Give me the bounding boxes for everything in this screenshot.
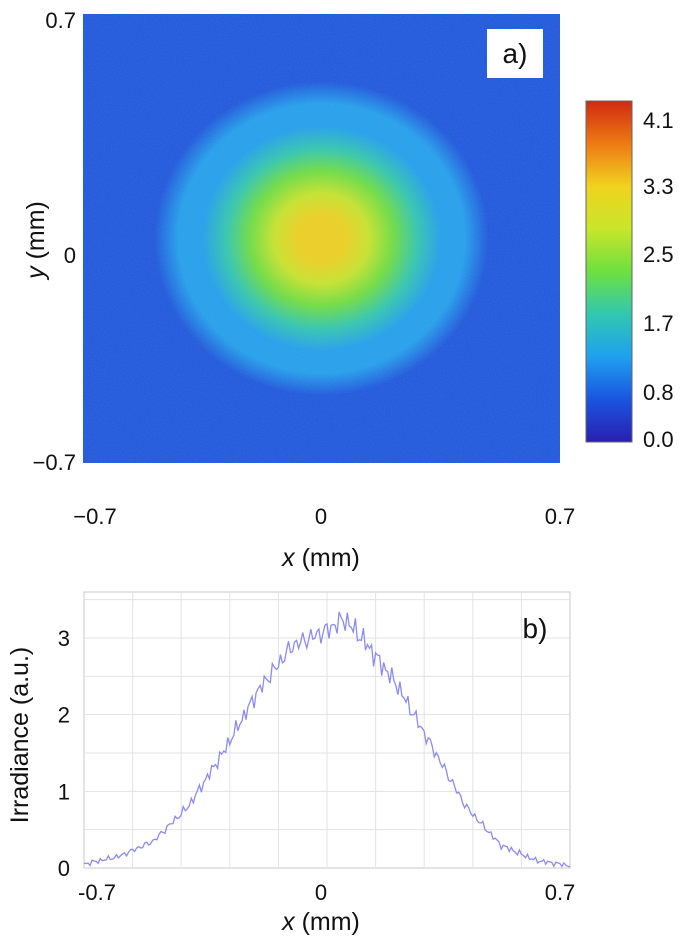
profile-y-tick: 0 (58, 856, 70, 881)
profile-y-ticks: 0 1 2 3 (58, 626, 70, 881)
panel-a-label-box (487, 29, 543, 78)
colorbar-tick: 0.0 (643, 427, 674, 452)
heatmap-x-tick: 0.7 (545, 504, 576, 529)
heatmap-y-tick: 0.7 (45, 8, 76, 33)
profile-y-tick: 2 (58, 703, 70, 728)
panel-b-label: b) (523, 613, 548, 644)
profile-x-tick: -0.7 (78, 880, 116, 905)
colorbar: 4.1 3.3 2.5 1.7 0.8 0.0 (585, 100, 674, 452)
profile-y-axis-label: Irradiance (a.u.) (6, 647, 34, 823)
profile-y-tick: 3 (58, 626, 70, 651)
colorbar-tick: 3.3 (643, 174, 674, 199)
profile-y-tick: 1 (58, 779, 70, 804)
colorbar-bar (585, 100, 633, 443)
colorbar-tick: 0.8 (643, 380, 674, 405)
profile-x-tick: 0.7 (545, 880, 576, 905)
colorbar-tick: 2.5 (643, 242, 674, 267)
heatmap-noise-overlay (83, 14, 560, 463)
colorbar-tick: 1.7 (643, 311, 674, 336)
irradiance-line (83, 611, 571, 868)
profile-grid (84, 592, 570, 868)
panel-a-label: a) (503, 38, 528, 69)
heatmap-x-tick: −0.7 (73, 504, 116, 529)
colorbar-tick: 4.1 (643, 108, 674, 133)
heatmap-y-axis-label: y (mm) (22, 201, 50, 281)
profile-x-tick: 0 (315, 880, 327, 905)
profile-panel: b) 0 1 2 3 -0.7 0 0.7 x (mm) Irradiance (a.… (6, 591, 576, 936)
heatmap-x-axis-label: x (mm) (281, 544, 360, 572)
heatmap-y-tick: −0.7 (33, 450, 76, 475)
heatmap-y-tick: 0 (64, 243, 76, 268)
heatmap-panel: a) 0.7 0 −0.7 −0.7 0 0.7 x (mm) y (mm) (22, 8, 575, 572)
heatmap-x-tick: 0 (315, 504, 327, 529)
profile-x-axis-label: x (mm) (281, 908, 360, 936)
